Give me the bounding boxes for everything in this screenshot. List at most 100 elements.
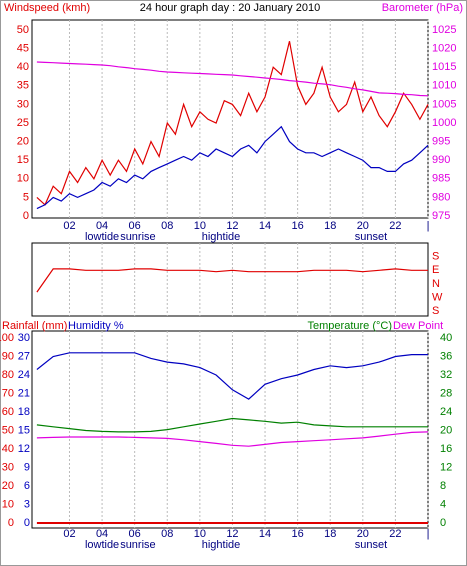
y3-tick-label: 27 [18, 350, 30, 362]
y2-tick-label: 36 [440, 350, 452, 362]
y-tick-label: 0 [23, 210, 29, 222]
y-tick-label: 0 [8, 517, 14, 529]
title: 24 hour graph day : 20 January 2010 [140, 2, 320, 14]
x-annotation: sunrise [120, 539, 155, 551]
y-tick-label: 10 [2, 498, 14, 510]
x-annotation: sunrise [120, 231, 155, 243]
series-name: Temperature (°C) [308, 320, 392, 332]
y-tick-label: W [432, 291, 443, 303]
y-tick-label: 10 [17, 173, 29, 185]
y-tick-label: 40 [17, 61, 29, 73]
y2-tick-label: 980 [432, 191, 450, 203]
plot-frame [31, 19, 429, 219]
y2-label: Barometer (hPa) [382, 2, 463, 14]
x-tick-label: 02 [63, 528, 75, 540]
x-tick-label: 22 [389, 528, 401, 540]
y-tick-label: 20 [2, 480, 14, 492]
x-tick-label: 14 [259, 220, 271, 232]
y-tick-label: 70 [2, 387, 14, 399]
y-tick-label: 25 [17, 117, 29, 129]
y2-tick-label: 24 [440, 406, 452, 418]
y-tick-label: 100 [0, 332, 14, 344]
x-annotation: lowtide [85, 231, 119, 243]
x-annotation: sunset [355, 539, 387, 551]
y-tick-label: 35 [17, 80, 29, 92]
y2-tick-label: 0 [440, 517, 446, 529]
y2-tick-label: 1000 [432, 117, 456, 129]
x-tick-label: 04 [96, 528, 108, 540]
series-line [36, 352, 428, 400]
y2-tick-label: 1015 [432, 61, 456, 73]
y2-tick-label: 12 [440, 461, 452, 473]
series-line [36, 417, 428, 433]
y-tick-label: S [432, 251, 439, 263]
y3-tick-label: 18 [18, 406, 30, 418]
y2-tick-label: 28 [440, 387, 452, 399]
y-tick-label: 20 [17, 136, 29, 148]
y-tick-label: 5 [23, 191, 29, 203]
x-tick-label: 22 [389, 220, 401, 232]
y2-tick-label: 4 [440, 498, 446, 510]
x-annotation: hightide [202, 231, 241, 243]
y2-tick-label: 1020 [432, 43, 456, 55]
y2-tick-label: 1025 [432, 24, 456, 36]
series-line [36, 125, 429, 210]
y3-tick-label: 30 [18, 332, 30, 344]
y2-tick-label: 16 [440, 443, 452, 455]
y2-tick-label: 995 [432, 136, 450, 148]
y3-tick-label: 24 [18, 369, 30, 381]
x-tick-label: 08 [161, 528, 173, 540]
x-tick-label: 12 [226, 528, 238, 540]
y-label: Windspeed (kmh) [4, 2, 90, 14]
y-tick-label: 40 [2, 443, 14, 455]
x-tick-label: 10 [194, 220, 206, 232]
y-tick-label: 80 [2, 369, 14, 381]
y2-tick-label: 975 [432, 210, 450, 222]
x-tick-label: 06 [129, 528, 141, 540]
x-tick-label: 16 [292, 528, 304, 540]
y-tick-label: 50 [2, 424, 14, 436]
y2-tick-label: 8 [440, 480, 446, 492]
series-line [36, 41, 429, 206]
y2-tick-label: 40 [440, 332, 452, 344]
y3-tick-label: 21 [18, 387, 30, 399]
y-tick-label: 15 [17, 154, 29, 166]
y3-tick-label: 9 [24, 461, 30, 473]
x-annotation: sunset [355, 231, 387, 243]
x-tick-label: | [427, 220, 430, 232]
y3-tick-label: 6 [24, 480, 30, 492]
y-tick-label: 30 [2, 461, 14, 473]
x-tick-label: 08 [161, 220, 173, 232]
y2-tick-label: 32 [440, 369, 452, 381]
x-annotation: hightide [202, 539, 241, 551]
x-tick-label: 20 [357, 220, 369, 232]
x-tick-label: 14 [259, 528, 271, 540]
y2-tick-label: 985 [432, 173, 450, 185]
x-tick-label: 10 [194, 528, 206, 540]
series-name: Dew Point [393, 320, 443, 332]
series-name: Rainfall (mm) [2, 320, 67, 332]
x-annotation: lowtide [85, 539, 119, 551]
x-tick-label: 16 [292, 220, 304, 232]
y-tick-label: S [432, 305, 439, 317]
series-line [36, 61, 429, 97]
y3-tick-label: 3 [24, 498, 30, 510]
x-tick-label: 20 [357, 528, 369, 540]
y-tick-label: 90 [2, 350, 14, 362]
plot-frame [31, 242, 429, 317]
y3-tick-label: 0 [24, 517, 30, 529]
x-tick-label: 02 [63, 220, 75, 232]
x-tick-label: 12 [226, 220, 238, 232]
y3-tick-label: 12 [18, 443, 30, 455]
y2-tick-label: 1010 [432, 80, 456, 92]
series-line [36, 431, 429, 447]
y-tick-label: 30 [17, 98, 29, 110]
y-tick-label: 45 [17, 43, 29, 55]
plot-frame [31, 330, 429, 529]
y-tick-label: N [432, 278, 440, 290]
series-line [36, 268, 428, 293]
y-tick-label: 50 [17, 24, 29, 36]
x-tick-label: 18 [324, 528, 336, 540]
series-name: Humidity % [68, 320, 124, 332]
